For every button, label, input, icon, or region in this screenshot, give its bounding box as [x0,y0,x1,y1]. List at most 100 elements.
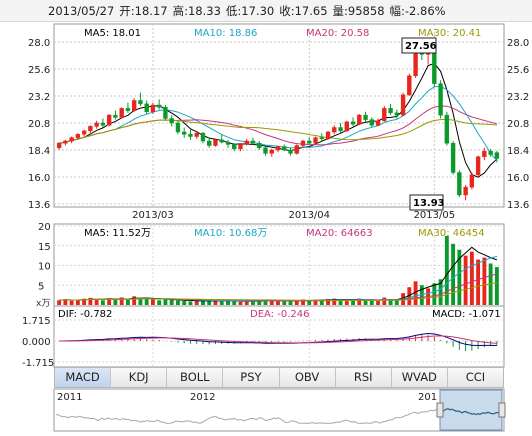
dif-legend: DIF: -0.782 [58,309,112,320]
volume-bar [100,300,105,305]
volume-bar [251,301,255,305]
price-ytick-right: 25.6 [507,65,529,76]
volume-gridlines [54,225,504,286]
volume-bar [232,301,237,305]
volume-bar [119,297,124,305]
volume-bar [157,300,162,305]
volume-bar [88,297,93,305]
close-label: 收: [279,4,295,18]
macd-lines [59,332,497,347]
volume-bar [169,299,174,305]
volume-bar [394,299,399,305]
tab-kdj[interactable]: KDJ [111,368,168,387]
candle [100,118,106,128]
volume-bar [125,299,130,305]
price-panel-frame [53,23,505,208]
tab-macd[interactable]: MACD [55,368,112,387]
vol-ma30-legend: MA30: 46454 [418,228,485,239]
candle [125,102,131,113]
candle [194,130,199,139]
candle [363,111,368,122]
volume-bar [494,267,499,305]
candle [344,120,349,132]
tab-psy[interactable]: PSY [223,368,280,387]
candle [75,133,81,140]
navigator-year-2011: 2011 [57,392,82,403]
candle [469,172,475,190]
candle [207,137,212,148]
min-price-annotation: 13.93 [409,194,445,211]
volume-bar [69,300,74,305]
navigator-left-handle[interactable] [436,402,444,418]
volume-ma10-line [59,255,498,302]
volume-ma20-line [59,273,498,302]
volume-bar [363,300,368,305]
tab-cci[interactable]: CCI [465,370,486,384]
volume-bar [413,281,418,305]
tab-wvad[interactable]: WVAD [392,368,448,387]
candle [56,142,62,150]
candle [156,99,162,110]
price-ytick-left: 13.6 [28,200,50,211]
price-ytick-right: 18.4 [507,146,529,157]
navigator-right-handle[interactable] [498,402,506,418]
volume-bar [407,287,412,305]
macd-axes: 1.715 0.000 -1.715 [22,316,54,369]
volume-bar [276,301,280,305]
volume-unit-label: x万 [36,299,50,309]
volume-bar [63,299,68,305]
volume-bar [351,299,355,305]
volume-bar [307,300,312,305]
candle [81,129,87,137]
volume-bar [338,300,343,305]
volume-bar [419,285,424,305]
candle [294,144,299,155]
max-price-annotation: 27.56 [401,37,437,54]
high-value: 18.33 [187,4,221,18]
low-value: 17.30 [241,4,275,18]
price-ytick-right: 20.8 [507,119,529,130]
volume-bar [482,257,487,305]
price-axes: 28.0 28.0 25.6 25.6 23.2 23.2 20.8 20.8 18.4 18.4… [28,38,529,221]
candle [182,127,187,138]
volume-ma30-line [59,282,497,301]
volume-ma5-line [59,246,498,302]
candle [475,155,481,177]
candle [106,114,112,127]
volume-bar [219,301,224,305]
candle [332,125,337,135]
candle [175,120,181,135]
candle [357,114,362,126]
macd-gridlines [54,319,504,363]
candle [457,170,462,198]
volume-ytick: 5 [38,281,44,292]
tab-rsi[interactable]: RSI [336,368,392,387]
candle [188,129,193,140]
volume-bar [113,299,118,305]
volume-bar [469,251,474,305]
candle [463,184,468,201]
vol-ma5-legend: MA5: 11.52万 [84,228,151,239]
price-ytick-left: 23.2 [28,92,50,103]
navigator-selected-line [439,408,503,416]
vol-ma20-legend: MA20: 64663 [306,228,373,239]
price-moving-averages [59,62,498,178]
tab-obv[interactable]: OBV [280,368,336,387]
volume-bar [326,299,330,305]
volume-bar [313,300,318,305]
time-navigator[interactable]: 2011 2012 201 [53,388,506,432]
candle [369,117,374,128]
candle [150,102,156,114]
candle [113,110,118,120]
volume-value: 95858 [347,4,385,18]
volume-bar [201,300,205,305]
tab-boll[interactable]: BOLL [167,368,224,387]
price-ma30-line [59,118,497,144]
volume-bar [319,299,324,305]
volume-ytick: 20 [38,222,51,233]
candle [382,106,387,122]
price-ma5-line [59,62,498,178]
volume-bar [457,249,462,305]
